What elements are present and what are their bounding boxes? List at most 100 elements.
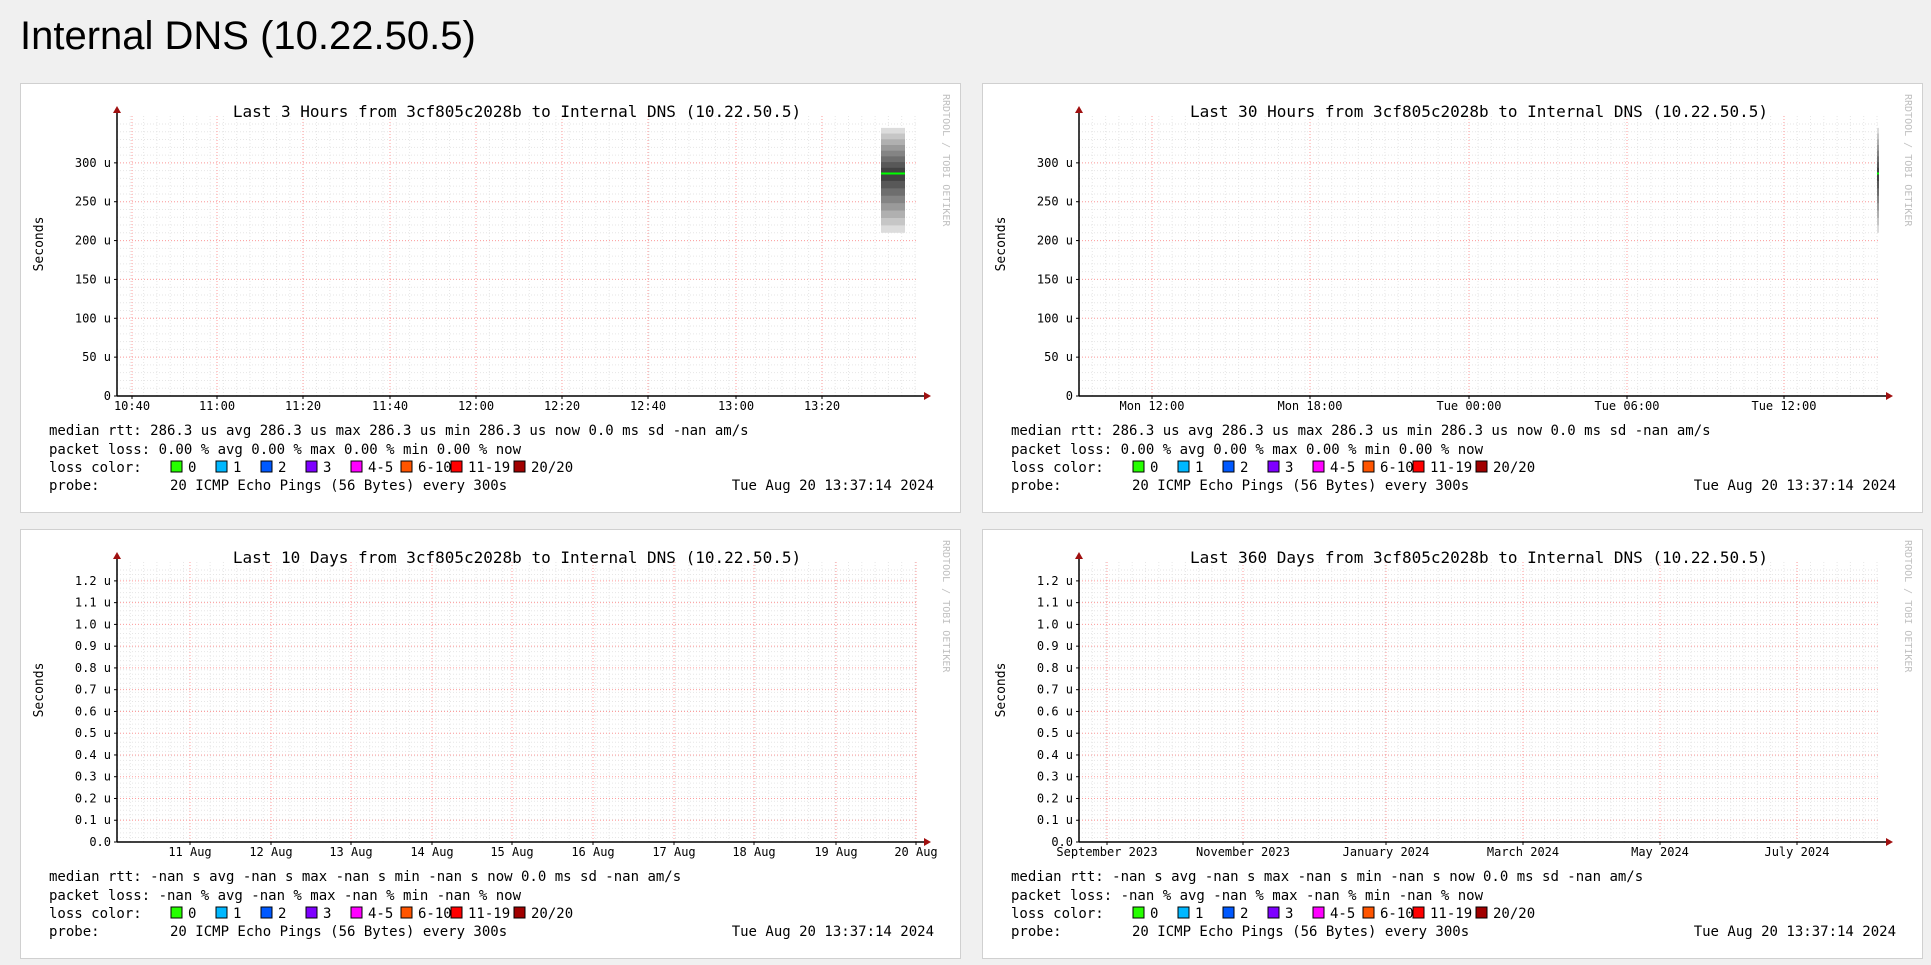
loss-color-item: 20/20: [531, 906, 573, 922]
loss-color-item: 3: [1285, 906, 1293, 922]
graph-timestamp: Tue Aug 20 13:37:14 2024: [1694, 924, 1896, 940]
y-tick-label: 0: [104, 389, 111, 403]
y-tick-label: 1.2 u: [75, 574, 111, 588]
rrdtool-watermark: RRDTOOL / TOBI OETIKER: [1902, 540, 1913, 673]
loss-color-item: 2: [278, 460, 286, 476]
loss-color-label: loss color:: [1011, 906, 1104, 922]
x-tick-label: 11 Aug: [168, 845, 211, 859]
x-tick-label: July 2024: [1764, 845, 1829, 859]
y-axis-label: Seconds: [32, 663, 47, 718]
y-tick-label: 0.8 u: [1037, 661, 1073, 675]
plot-area: [1079, 562, 1879, 842]
x-tick-label: Tue 00:00: [1436, 399, 1501, 413]
rrdtool-watermark: RRDTOOL / TOBI OETIKER: [1902, 94, 1913, 227]
y-tick-label: 0.1 u: [75, 813, 111, 827]
y-axis-arrow: [1075, 552, 1083, 559]
loss-color-swatch: [400, 906, 413, 919]
y-tick-label: 0.9 u: [75, 639, 111, 653]
loss-color-item: 0: [1150, 906, 1158, 922]
x-tick-label: 16 Aug: [571, 845, 614, 859]
x-tick-label: 12 Aug: [249, 845, 292, 859]
graph-panel-10-days[interactable]: 0.0 0.1 u 0.2 u 0.3 u 0.4 u 0.5 u 0.6 u 0.7 u 0.…: [20, 529, 961, 959]
x-tick-label: Tue 06:00: [1594, 399, 1659, 413]
x-axis-arrow: [1886, 838, 1893, 846]
loss-color-item: 1: [1195, 906, 1203, 922]
y-tick-label: 1.1 u: [1037, 596, 1073, 610]
graph-panel-30-hours[interactable]: 0 50 u 100 u 150 u 200 u 250 u 300 u Mon 12:00 M…: [982, 83, 1923, 513]
rrdtool-watermark: RRDTOOL / TOBI OETIKER: [940, 94, 951, 227]
x-tick-label: 11:40: [372, 399, 408, 413]
y-axis-arrow: [113, 552, 121, 559]
graph-panel-3-hours[interactable]: 0 50 u 100 u 150 u 200 u 250 u 300 u 10:40 11:00…: [20, 83, 961, 513]
median-rtt-stats: median rtt: -nan s avg -nan s max -nan s…: [49, 869, 681, 885]
loss-color-swatch: [215, 906, 228, 919]
graph-timestamp: Tue Aug 20 13:37:14 2024: [732, 478, 934, 494]
x-tick-label: 13:00: [718, 399, 754, 413]
packet-loss-stats: packet loss: 0.00 % avg 0.00 % max 0.00 …: [1011, 442, 1484, 458]
x-tick-label: Tue 12:00: [1751, 399, 1816, 413]
loss-color-swatch: [170, 460, 183, 473]
x-tick-label: Mon 18:00: [1277, 399, 1342, 413]
loss-color-item: 2: [1240, 460, 1248, 476]
loss-color-item: 0: [188, 906, 196, 922]
loss-color-item: 6-10: [418, 906, 452, 922]
loss-color-swatch: [450, 460, 463, 473]
probe-label: probe:: [1011, 924, 1062, 940]
x-tick-label: 12:20: [544, 399, 580, 413]
x-tick-label: November 2023: [1196, 845, 1290, 859]
loss-color-item: 0: [188, 460, 196, 476]
x-tick-label: Mon 12:00: [1119, 399, 1184, 413]
y-tick-label: 1.0 u: [75, 617, 111, 631]
y-tick-label: 0.3 u: [1037, 770, 1073, 784]
median-rtt-stats: median rtt: 286.3 us avg 286.3 us max 28…: [1011, 423, 1711, 439]
y-tick-label: 0.2 u: [1037, 791, 1073, 805]
packet-loss-stats: packet loss: 0.00 % avg 0.00 % max 0.00 …: [49, 442, 522, 458]
loss-color-swatch: [1312, 460, 1325, 473]
y-axis-arrow: [113, 106, 121, 113]
loss-color-swatch: [1412, 906, 1425, 919]
loss-color-item: 1: [233, 460, 241, 476]
loss-color-swatch: [400, 460, 413, 473]
x-tick-label: May 2024: [1631, 845, 1689, 859]
loss-color-item: 20/20: [1493, 460, 1535, 476]
loss-color-swatch: [513, 460, 526, 473]
probe-label: probe:: [49, 478, 100, 494]
graph-timestamp: Tue Aug 20 13:37:14 2024: [1694, 478, 1896, 494]
x-tick-label: 14 Aug: [410, 845, 453, 859]
loss-color-item: 1: [1195, 460, 1203, 476]
graph-panel-360-days[interactable]: 0.0 0.1 u 0.2 u 0.3 u 0.4 u 0.5 u 0.6 u 0.7 u 0.…: [982, 529, 1923, 959]
loss-color-swatch: [350, 460, 363, 473]
loss-color-item: 6-10: [1380, 460, 1414, 476]
loss-color-swatch: [1177, 460, 1190, 473]
loss-color-swatch: [170, 906, 183, 919]
x-tick-label: March 2024: [1487, 845, 1559, 859]
y-tick-label: 250 u: [75, 195, 111, 209]
loss-color-swatch: [1362, 906, 1375, 919]
y-tick-label: 0.9 u: [1037, 639, 1073, 653]
loss-color-swatch: [350, 906, 363, 919]
y-tick-label: 100 u: [75, 311, 111, 325]
y-tick-label: 0.7 u: [75, 683, 111, 697]
rrd-graph: 0 50 u 100 u 150 u 200 u 250 u 300 u Mon 12:00 M…: [994, 94, 1913, 494]
y-axis-label: Seconds: [994, 217, 1009, 272]
x-tick-label: 18 Aug: [732, 845, 775, 859]
probe-description: 20 ICMP Echo Pings (56 Bytes) every 300s: [170, 478, 507, 494]
y-tick-label: 0.6 u: [1037, 704, 1073, 718]
x-axis-arrow: [924, 838, 931, 846]
loss-color-item: 20/20: [1493, 906, 1535, 922]
y-tick-label: 100 u: [1037, 311, 1073, 325]
loss-color-swatch: [513, 906, 526, 919]
loss-color-swatch: [305, 906, 318, 919]
x-tick-label: 11:20: [285, 399, 321, 413]
y-tick-label: 0.0: [1051, 835, 1073, 849]
loss-color-swatch: [1412, 460, 1425, 473]
loss-color-swatch: [450, 906, 463, 919]
loss-color-item: 11-19: [468, 906, 510, 922]
loss-color-item: 0: [1150, 460, 1158, 476]
loss-color-item: 6-10: [1380, 906, 1414, 922]
probe-description: 20 ICMP Echo Pings (56 Bytes) every 300s: [170, 924, 507, 940]
x-tick-label: 15 Aug: [490, 845, 533, 859]
loss-color-swatch: [1267, 906, 1280, 919]
rrd-graph: 0.0 0.1 u 0.2 u 0.3 u 0.4 u 0.5 u 0.6 u 0.7 u 0.…: [994, 540, 1913, 940]
loss-color-swatch: [1475, 906, 1488, 919]
